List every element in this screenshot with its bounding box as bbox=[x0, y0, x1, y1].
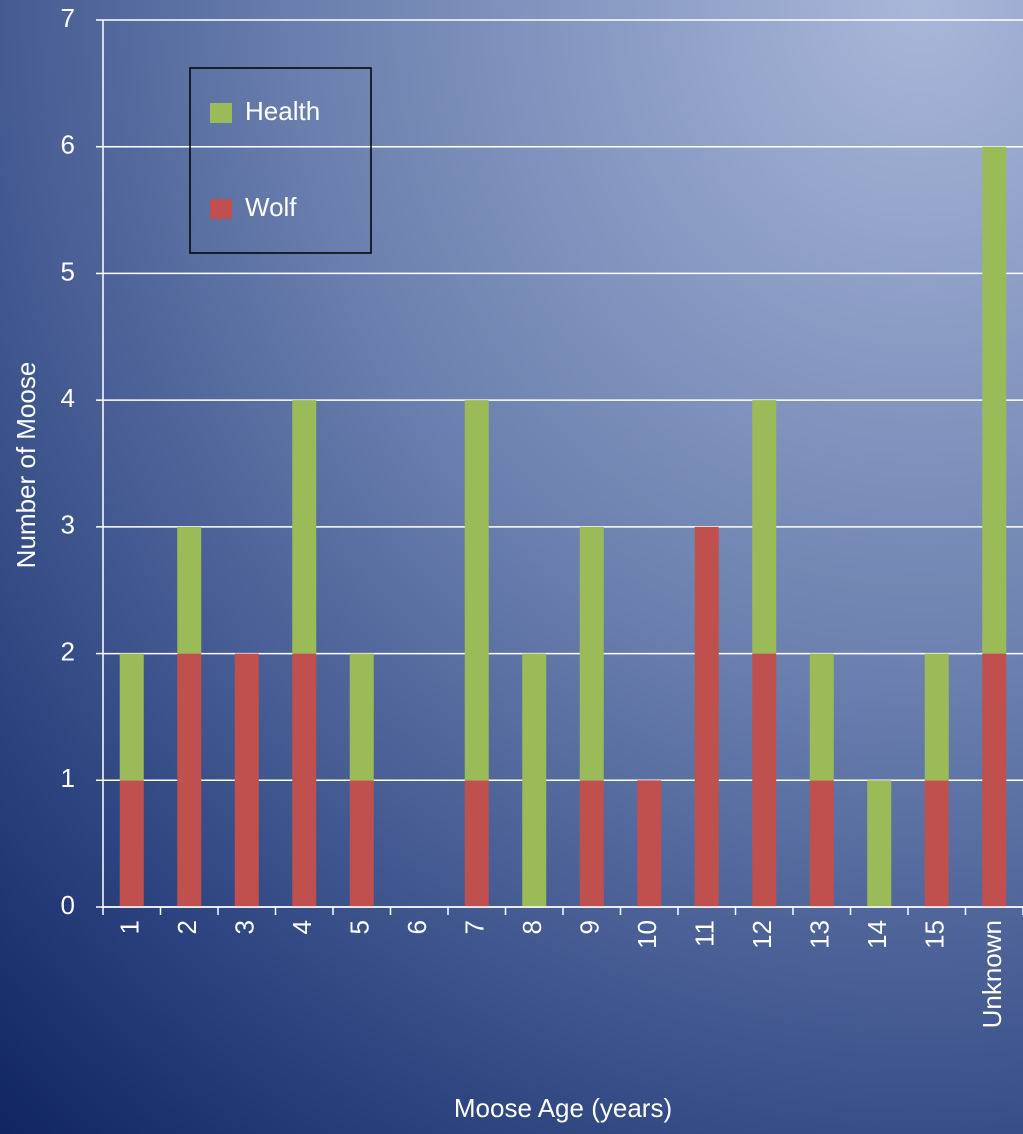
x-tick-label: 7 bbox=[460, 920, 490, 934]
y-tick-label: 0 bbox=[61, 890, 75, 920]
y-tick-label: 7 bbox=[61, 3, 75, 33]
bar-segment bbox=[464, 400, 489, 781]
bar-segment bbox=[579, 780, 604, 907]
y-tick-label: 6 bbox=[61, 130, 75, 160]
y-tick-label: 1 bbox=[61, 763, 75, 793]
x-tick-label: 13 bbox=[805, 920, 835, 949]
legend-marker bbox=[210, 199, 232, 219]
bar-segment bbox=[177, 653, 202, 907]
x-axis-label: Moose Age (years) bbox=[454, 1093, 672, 1123]
bar-segment bbox=[579, 526, 604, 781]
bar-segment bbox=[119, 780, 144, 907]
y-tick-label: 3 bbox=[61, 510, 75, 540]
bar-segment bbox=[982, 653, 1007, 907]
x-tick-label: 14 bbox=[862, 920, 892, 949]
bar-segment bbox=[752, 400, 777, 654]
bar-segment bbox=[349, 780, 374, 907]
bar-segment bbox=[119, 653, 144, 781]
bar-segment bbox=[522, 653, 547, 907]
legend-box bbox=[189, 67, 372, 254]
bar-segment bbox=[177, 526, 202, 654]
x-tick-label: 10 bbox=[632, 920, 662, 949]
x-tick-label: 8 bbox=[517, 920, 547, 934]
bar-segment bbox=[292, 400, 317, 654]
x-tick-label: 2 bbox=[172, 920, 202, 934]
legend-marker bbox=[210, 103, 232, 123]
x-tick-label: 15 bbox=[920, 920, 950, 949]
x-tick-label: 1 bbox=[115, 920, 145, 934]
x-tick-label: 3 bbox=[230, 920, 260, 934]
y-tick-label: 5 bbox=[61, 256, 75, 286]
bar-segment bbox=[464, 780, 489, 907]
x-tick-label: Unknown bbox=[977, 920, 1007, 1028]
bar-segment bbox=[694, 526, 719, 907]
y-tick-label: 2 bbox=[61, 636, 75, 666]
x-tick-label: 5 bbox=[345, 920, 375, 934]
bar-segment bbox=[867, 780, 892, 907]
x-tick-label: 6 bbox=[402, 920, 432, 934]
legend-label: Wolf bbox=[245, 192, 297, 222]
x-tick-label: 9 bbox=[575, 920, 605, 934]
bar-segment bbox=[924, 780, 949, 907]
y-tick-label: 4 bbox=[61, 383, 75, 413]
x-tick-label: 11 bbox=[690, 920, 720, 947]
bar-segment bbox=[349, 653, 374, 781]
legend-label: Health bbox=[245, 96, 320, 126]
x-tick-label: 12 bbox=[747, 920, 777, 949]
bar-segment bbox=[982, 146, 1007, 654]
bar-segment bbox=[752, 653, 777, 907]
bar-segment bbox=[809, 780, 834, 907]
y-axis-label: Number of Moose bbox=[11, 362, 41, 569]
bar-segment bbox=[234, 653, 259, 907]
bar-segment bbox=[809, 653, 834, 781]
bar-segment bbox=[637, 780, 662, 907]
bar-segment bbox=[924, 653, 949, 781]
x-tick-label: 4 bbox=[287, 920, 317, 934]
bar-segment bbox=[292, 653, 317, 907]
